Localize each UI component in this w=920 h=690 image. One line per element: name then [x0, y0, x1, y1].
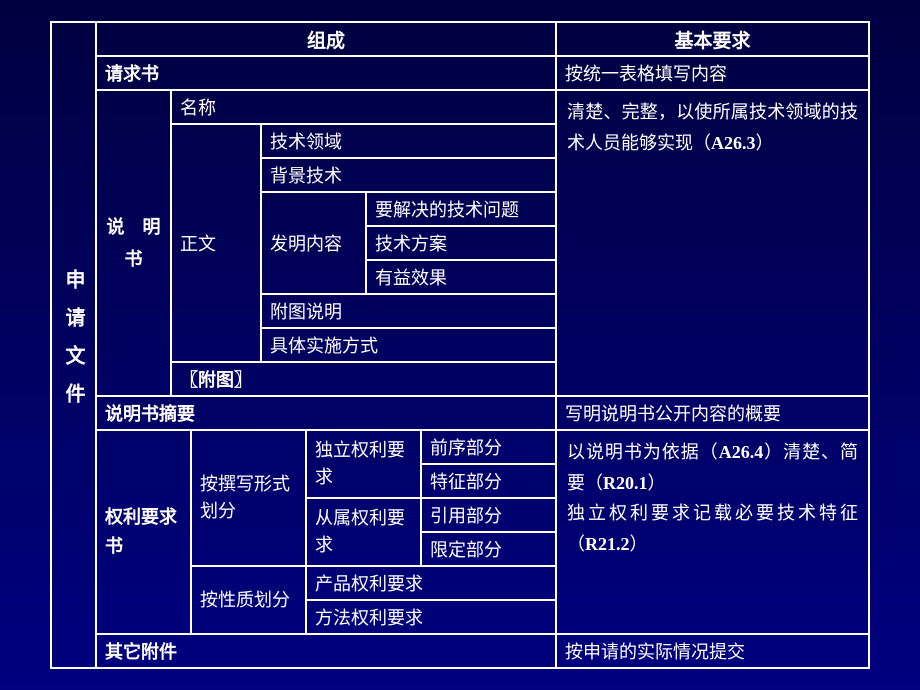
- qingqiu-req: 按统一表格填写内容: [557, 57, 868, 89]
- zhaiyao-label: 说明书摘要: [97, 397, 557, 429]
- qingqiu-label: 请求书: [97, 57, 557, 89]
- chanpin: 产品权利要求: [307, 567, 555, 599]
- futu: 〖附图〗: [172, 363, 555, 395]
- document-title-vertical: 申请文件: [59, 269, 88, 421]
- row-quanli: 权利要求书 按撰写形式划分 独立权利要求 前序部分 特征部分: [97, 431, 868, 635]
- tezheng: 特征部分: [422, 465, 555, 497]
- xingzhi-group: 按性质划分 产品权利要求 方法权利要求: [192, 567, 555, 633]
- zhuanxie-label: 按撰写形式划分: [192, 431, 307, 565]
- jishulingyu: 技术领域: [262, 125, 555, 159]
- qianxu: 前序部分: [422, 431, 555, 465]
- qita-label: 其它附件: [97, 635, 557, 667]
- faming-label: 发明内容: [262, 193, 367, 293]
- quanli-label: 权利要求书: [97, 431, 192, 633]
- document-table: 申请文件 组成 基本要求 请求书 按统一表格填写内容 说 明书 名称 正文: [50, 21, 870, 669]
- row-qingqiu: 请求书 按统一表格填写内容: [97, 57, 868, 91]
- duli-label: 独立权利要求: [307, 431, 422, 497]
- shuoming-label: 说 明书: [97, 91, 172, 395]
- congshu-label: 从属权利要求: [307, 499, 422, 565]
- header-row: 组成 基本要求: [97, 23, 868, 57]
- wenti: 要解决的技术问题: [367, 193, 555, 227]
- zhengwen-body: 技术领域 背景技术 发明内容 要解决的技术问题 技术方案 有益效果 附图说明: [262, 125, 555, 361]
- duli-body: 前序部分 特征部分: [422, 431, 555, 497]
- shuoming-body: 名称 正文 技术领域 背景技术 发明内容 要解决的技术问题 技术方案: [172, 91, 555, 395]
- fangfa: 方法权利要求: [307, 601, 555, 633]
- xiaoguo: 有益效果: [367, 261, 555, 293]
- shuoming-req: 清楚、完整，以使所属技术领域的技术人员能够实现（A26.3）: [557, 91, 868, 395]
- header-composition: 组成: [97, 23, 557, 55]
- zhuanxie-group: 按撰写形式划分 独立权利要求 前序部分 特征部分 从属权利要求: [192, 431, 555, 567]
- mingcheng-row: 名称: [172, 91, 555, 125]
- jutishishi: 具体实施方式: [262, 329, 555, 361]
- fangan: 技术方案: [367, 227, 555, 261]
- quanli-comp: 权利要求书 按撰写形式划分 独立权利要求 前序部分 特征部分: [97, 431, 557, 633]
- duli-sub: 独立权利要求 前序部分 特征部分: [307, 431, 555, 499]
- row-zhaiyao: 说明书摘要 写明说明书公开内容的概要: [97, 397, 868, 431]
- chanpin-row: 产品权利要求: [307, 567, 555, 601]
- row-shuoming: 说 明书 名称 正文 技术领域 背景技术 发明内容 要: [97, 91, 868, 397]
- beijingjishu: 背景技术: [262, 159, 555, 193]
- futushuoming: 附图说明: [262, 295, 555, 329]
- fangfa-row: 方法权利要求: [307, 601, 555, 633]
- shuoming-comp: 说 明书 名称 正文 技术领域 背景技术 发明内容 要: [97, 91, 557, 395]
- xingzhi-body: 产品权利要求 方法权利要求: [307, 567, 555, 633]
- congshu-body: 引用部分 限定部分: [422, 499, 555, 565]
- congshu-sub: 从属权利要求 引用部分 限定部分: [307, 499, 555, 565]
- xingzhi-label: 按性质划分: [192, 567, 307, 633]
- faming-row: 发明内容 要解决的技术问题 技术方案 有益效果: [262, 193, 555, 295]
- quanli-body: 按撰写形式划分 独立权利要求 前序部分 特征部分 从属权利要求: [192, 431, 555, 633]
- content-area: 组成 基本要求 请求书 按统一表格填写内容 说 明书 名称 正文 技术领域: [97, 23, 868, 667]
- header-requirement: 基本要求: [557, 23, 868, 55]
- left-label-column: 申请文件: [52, 23, 97, 667]
- xianding: 限定部分: [422, 533, 555, 565]
- row-qita: 其它附件 按申请的实际情况提交: [97, 635, 868, 667]
- zhengwen-label: 正文: [172, 125, 262, 361]
- quanli-req: 以说明书为依据（A26.4）清楚、简要（R20.1） 独立权利要求记载必要技术特…: [557, 431, 868, 633]
- zhuanxie-body: 独立权利要求 前序部分 特征部分 从属权利要求 引用部分 限定: [307, 431, 555, 565]
- zhaiyao-req: 写明说明书公开内容的概要: [557, 397, 868, 429]
- mingcheng-cell: 名称: [172, 91, 555, 123]
- faming-body: 要解决的技术问题 技术方案 有益效果: [367, 193, 555, 293]
- yinyong: 引用部分: [422, 499, 555, 533]
- qita-req: 按申请的实际情况提交: [557, 635, 868, 667]
- zhengwen-row: 正文 技术领域 背景技术 发明内容 要解决的技术问题 技术方案 有益效果: [172, 125, 555, 363]
